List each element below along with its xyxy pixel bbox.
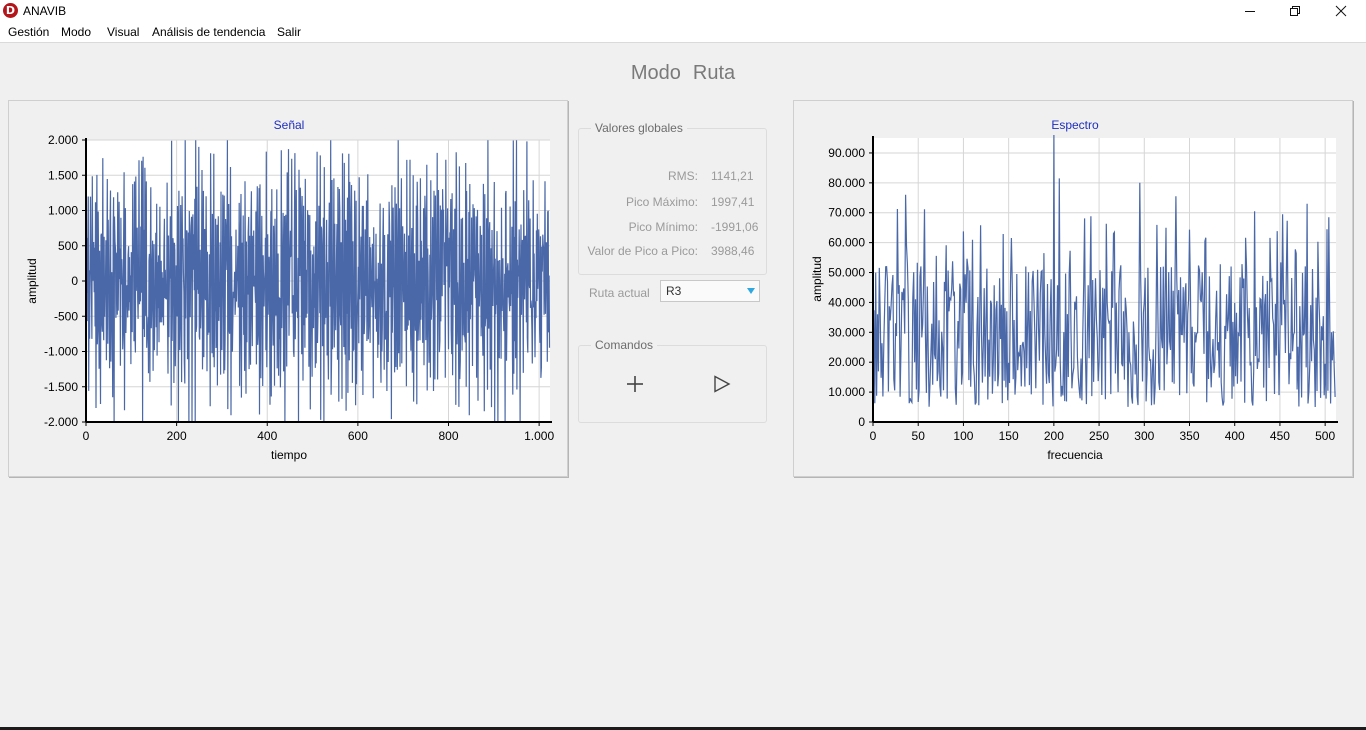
minimize-button[interactable] (1227, 0, 1273, 22)
spectrum-chart-title: Espectro (1051, 118, 1099, 132)
menu-visual[interactable]: Visual (107, 25, 140, 39)
spectrum-xtick-label: 400 (1225, 429, 1245, 443)
spectrum-ytick-label: 0 (858, 415, 865, 429)
spectrum-chart: 90.000 80.000 70.000 60.000 50.000 40.000 30.0… (810, 118, 1338, 462)
route-select[interactable]: R3 (660, 280, 760, 302)
maximize-button[interactable] (1272, 0, 1318, 22)
peak-max-value: 1997,41 (711, 195, 755, 209)
close-icon (1335, 5, 1347, 17)
menu-analisis-tendencia[interactable]: Análisis de tendencia (152, 25, 266, 39)
title-bar: D ANAVIB (0, 0, 1366, 22)
menu-modo[interactable]: Modo (61, 25, 92, 39)
spectrum-ytick-label: 70.000 (828, 206, 865, 220)
menu-salir[interactable]: Salir (277, 25, 302, 39)
spectrum-xtick-label: 300 (1134, 429, 1154, 443)
signal-ytick-label: 2.000 (48, 133, 78, 147)
close-button[interactable] (1318, 0, 1364, 22)
signal-ytick-label: 1.000 (48, 204, 78, 218)
signal-ytick-label: -1.000 (44, 345, 78, 359)
signal-xtick-label: 1.000 (524, 429, 554, 443)
add-button[interactable] (620, 369, 650, 399)
spectrum-xtick-label: 50 (912, 429, 926, 443)
spectrum-series-line (872, 134, 1336, 408)
spectrum-plot-area (873, 138, 1336, 422)
commands-title: Comandos (591, 338, 658, 352)
spectrum-xtick-label: 100 (953, 429, 973, 443)
signal-series-line (85, 140, 551, 422)
mode-heading: Modo Ruta (0, 62, 1366, 85)
global-values-title: Valores globales (591, 121, 687, 135)
mode-label: Modo (630, 62, 681, 84)
spectrum-xtick-label: 450 (1270, 429, 1290, 443)
spectrum-ytick-label: 10.000 (828, 385, 865, 399)
signal-ytick-label: -1.500 (44, 380, 78, 394)
spectrum-ytick-label: 80.000 (828, 176, 865, 190)
global-values-group: Valores globales RMS: 1141,21 Pico Máxim… (578, 121, 767, 275)
spectrum-xtick-label: 200 (1044, 429, 1064, 443)
signal-ytick-label: 500 (58, 239, 78, 253)
spectrum-ytick-label: 90.000 (828, 146, 865, 160)
signal-xtick-label: 600 (348, 429, 368, 443)
signal-ytick-label: -500 (54, 309, 78, 323)
signal-chart-title: Señal (274, 118, 305, 132)
play-button[interactable] (707, 369, 737, 399)
signal-chart-xlabel: tiempo (271, 448, 307, 462)
peak-min-label: Pico Mínimo: (628, 220, 698, 234)
menu-bar: Gestión Modo Visual Análisis de tendenci… (0, 22, 1366, 43)
plus-icon (627, 376, 643, 392)
spectrum-chart-ylabel: amplitud (810, 256, 824, 301)
commands-group: Comandos (578, 338, 767, 423)
spectrum-xtick-label: 150 (999, 429, 1019, 443)
route-select-value: R3 (666, 284, 682, 298)
spectrum-xtick-label: 350 (1179, 429, 1199, 443)
window-title: ANAVIB (23, 4, 67, 18)
signal-chart: 2.000 1.500 1.000 500 0 -500 -1.000 -1.500 -2.00… (25, 118, 554, 462)
minimize-icon (1245, 11, 1255, 12)
peak-to-peak-label: Valor de Pico a Pico: (587, 244, 698, 258)
signal-chart-panel: 2.000 1.500 1.000 500 0 -500 -1.000 -1.500 -2.00… (8, 100, 568, 477)
taskbar-edge (0, 727, 1366, 730)
spectrum-ytick-label: 30.000 (828, 325, 865, 339)
spectrum-ytick-label: 40.000 (828, 295, 865, 309)
signal-ytick-label: -2.000 (44, 415, 78, 429)
play-icon (714, 375, 731, 393)
spectrum-xtick-label: 500 (1315, 429, 1335, 443)
spectrum-ytick-label: 50.000 (828, 266, 865, 280)
signal-chart-ylabel: amplitud (25, 258, 39, 303)
rms-label: RMS: (668, 169, 698, 183)
app-logo-icon: D (3, 3, 18, 18)
rms-value: 1141,21 (711, 169, 754, 183)
signal-ytick-label: 1.500 (48, 168, 78, 182)
signal-xtick-label: 800 (438, 429, 458, 443)
peak-min-value: -1991,06 (711, 220, 759, 234)
signal-xtick-label: 200 (167, 429, 187, 443)
spectrum-chart-xlabel: frecuencia (1047, 448, 1103, 462)
mode-value: Ruta (692, 62, 736, 84)
signal-xtick-label: 0 (83, 429, 90, 443)
spectrum-ytick-label: 60.000 (828, 236, 865, 250)
spectrum-xtick-label: 0 (870, 429, 877, 443)
spectrum-ytick-label: 20.000 (828, 355, 865, 369)
signal-xtick-label: 400 (257, 429, 277, 443)
spectrum-xtick-label: 250 (1089, 429, 1109, 443)
signal-ytick-label: 0 (71, 274, 78, 288)
restore-icon (1290, 6, 1300, 16)
peak-max-label: Pico Máximo: (625, 195, 698, 209)
spectrum-chart-panel: 90.000 80.000 70.000 60.000 50.000 40.000 30.0… (793, 100, 1353, 477)
route-label: Ruta actual (589, 286, 650, 300)
peak-to-peak-value: 3988,46 (711, 244, 755, 258)
menu-gestion[interactable]: Gestión (8, 25, 50, 39)
dropdown-arrow-icon (747, 288, 755, 294)
